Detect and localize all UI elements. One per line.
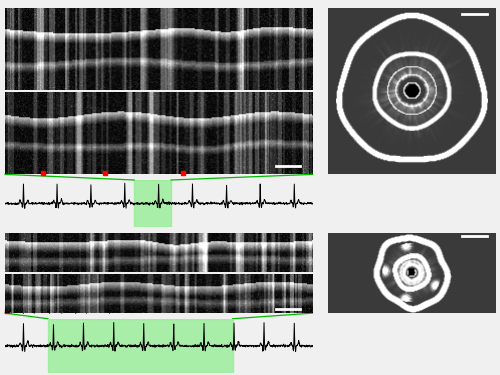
Bar xyxy=(134,180,171,227)
Bar xyxy=(48,319,232,373)
